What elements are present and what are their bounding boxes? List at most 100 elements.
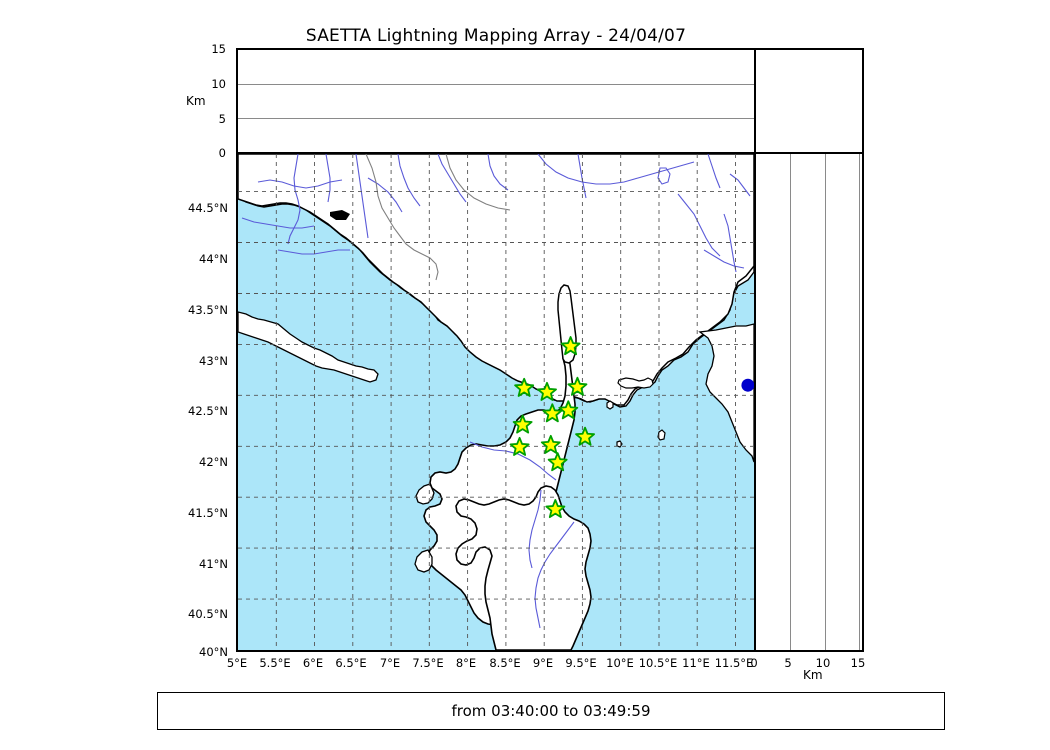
station-marker-star[interactable] (545, 499, 566, 519)
coastline-north-shore (238, 154, 754, 406)
river-durance (257, 179, 343, 189)
lake-etang-de-berre (330, 210, 350, 220)
map-xtick-6_5: 6.5°E (335, 656, 367, 670)
river-tiber (723, 213, 737, 273)
right-panel-xtick-5: 5 (784, 656, 792, 670)
river-alps-2 (437, 154, 467, 203)
river-flumendosa (534, 521, 575, 629)
station-marker-star[interactable] (547, 452, 568, 472)
gridline-vertical (825, 154, 826, 650)
coastline-sardinia (455, 485, 592, 650)
map-xtick-11: 11°E (682, 656, 710, 670)
border-alps (445, 154, 511, 211)
coastline-corsica-ajaccio-gulf (414, 549, 433, 573)
station-marker-star[interactable] (514, 377, 535, 397)
map-xtick-10: 10°E (606, 656, 634, 670)
height-vs-longitude-panel[interactable] (236, 48, 756, 154)
station-marker-star[interactable] (567, 376, 588, 396)
top-panel-axis-label: Km (186, 94, 206, 108)
lightning-source-dot[interactable] (741, 378, 754, 392)
source-markers-group[interactable] (741, 378, 754, 392)
river-arno (677, 193, 721, 257)
small-islands-group (606, 377, 666, 448)
latitude-vs-height-panel[interactable] (754, 152, 864, 652)
top-panel-ytick-15: 15 (211, 42, 226, 56)
right-panel-xtick-0: 0 (750, 656, 758, 670)
map-xtick-5: 5°E (226, 656, 248, 670)
river-east-1 (729, 173, 751, 197)
top-panel-ytick-0: 0 (218, 146, 226, 160)
station-marker-star[interactable] (560, 336, 581, 356)
island-elba (617, 377, 654, 389)
river-lake-garda (657, 167, 671, 185)
top-panel-ytick-5: 5 (218, 112, 226, 126)
river-east-2 (703, 249, 745, 269)
river-saone (325, 154, 331, 203)
border-france-italy (365, 154, 439, 281)
station-markers-group[interactable] (509, 336, 595, 519)
river-adige (707, 154, 721, 189)
map-ytick-42_5: 42.5°N (188, 404, 228, 418)
right-panel-xtick-10: 10 (815, 656, 831, 670)
right-panel-xtick-15: 15 (850, 656, 866, 670)
corner-panel[interactable] (754, 48, 864, 154)
island-capraia (606, 400, 614, 410)
coastline-provence (238, 311, 379, 383)
gridlines-group (238, 154, 754, 650)
map-xtick-8_5: 8.5°E (489, 656, 521, 670)
sardinia-island (455, 485, 592, 650)
map-ytick-44_5: 44.5°N (188, 201, 228, 215)
station-marker-star[interactable] (512, 414, 533, 434)
river-ligure (487, 154, 509, 191)
station-marker-star[interactable] (575, 426, 595, 446)
river-gard (241, 217, 315, 229)
map-ytick-42: 42°N (199, 455, 228, 469)
river-herault (277, 249, 350, 255)
landmass-group (238, 154, 754, 463)
gridline-vertical (790, 154, 791, 650)
map-ytick-43: 43°N (199, 354, 228, 368)
river-alps-1 (397, 154, 421, 207)
coastline-italy (698, 323, 754, 463)
station-marker-star[interactable] (509, 436, 530, 456)
river-po (537, 154, 695, 185)
time-range-caption: from 03:40:00 to 03:49:59 (451, 702, 651, 720)
station-marker-star[interactable] (537, 381, 557, 401)
map-xtick-7_5: 7.5°E (412, 656, 444, 670)
station-marker-star[interactable] (558, 400, 579, 420)
lakes-group (330, 210, 350, 220)
map-ytick-41_5: 41.5°N (188, 506, 228, 520)
map-xtick-9: 9°E (532, 656, 554, 670)
map-xtick-7: 7°E (379, 656, 401, 670)
river-rhone (287, 154, 301, 245)
map-ytick-43_5: 43.5°N (188, 303, 228, 317)
map-ytick-40: 40°N (199, 645, 228, 659)
gridline-horizontal (238, 84, 754, 85)
river-var (355, 154, 369, 239)
borders-group (365, 154, 511, 281)
map-ytick-40_5: 40.5°N (188, 607, 228, 621)
map-canvas (238, 154, 754, 650)
top-panel-ytick-10: 10 (211, 77, 226, 91)
gridline-horizontal (238, 118, 754, 119)
gridline-vertical (859, 154, 860, 650)
right-panel-axis-label: Km (803, 668, 823, 682)
river-golo (469, 441, 557, 481)
time-range-caption-box: from 03:40:00 to 03:49:59 (157, 692, 945, 730)
map-xtick-8: 8°E (455, 656, 477, 670)
map-ytick-44: 44°N (199, 252, 228, 266)
river-tirso (528, 489, 542, 569)
map-xtick-9_5: 9.5°E (565, 656, 597, 670)
island-pianosa (657, 429, 666, 441)
river-isere (367, 177, 403, 213)
map-xtick-5_5: 5.5°E (259, 656, 291, 670)
map-xtick-10_5: 10.5°E (638, 656, 678, 670)
map-ytick-41: 41°N (199, 557, 228, 571)
page-title: SAETTA Lightning Mapping Array - 24/04/0… (305, 26, 687, 46)
map-xtick-6: 6°E (302, 656, 324, 670)
map-panel[interactable] (236, 152, 756, 652)
station-marker-star[interactable] (540, 434, 561, 454)
map-xtick-11_5: 11.5°E (714, 656, 754, 670)
station-marker-star[interactable] (542, 403, 563, 423)
